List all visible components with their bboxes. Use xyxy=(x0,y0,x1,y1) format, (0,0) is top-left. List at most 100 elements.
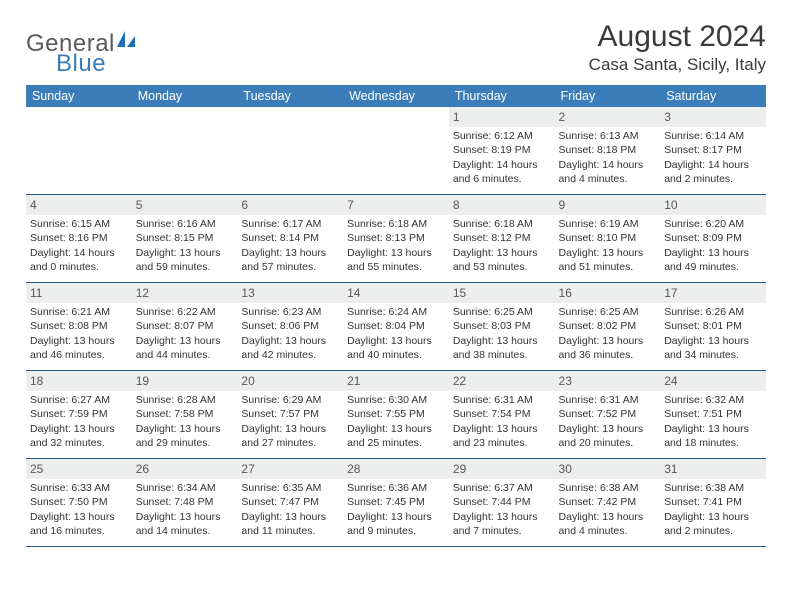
day-number: 4 xyxy=(26,195,132,215)
sunrise-line: Sunrise: 6:13 AM xyxy=(559,129,657,143)
sunrise-line: Sunrise: 6:38 AM xyxy=(664,481,762,495)
sails-icon xyxy=(115,29,137,54)
sunset-line: Sunset: 7:51 PM xyxy=(664,407,762,421)
calendar-empty-cell xyxy=(132,107,238,195)
calendar-day-cell: 15 Sunrise: 6:25 AMSunset: 8:03 PMDayligh… xyxy=(449,283,555,371)
daylight-line-2: and 32 minutes. xyxy=(30,436,128,450)
day-number: 20 xyxy=(237,371,343,391)
day-details: Sunrise: 6:12 AMSunset: 8:19 PMDaylight:… xyxy=(449,127,555,188)
day-details: Sunrise: 6:38 AMSunset: 7:41 PMDaylight:… xyxy=(660,479,766,540)
day-number: 17 xyxy=(660,283,766,303)
location: Casa Santa, Sicily, Italy xyxy=(589,55,766,75)
logo-word-blue-wrap: Blue xyxy=(56,50,106,78)
calendar-day-cell: 18Sunrise: 6:27 AMSunset: 7:59 PMDayligh… xyxy=(26,371,132,459)
daylight-line-1: Daylight: 13 hours xyxy=(241,334,339,348)
day-number: 19 xyxy=(132,371,238,391)
sunrise-line: Sunrise: 6:12 AM xyxy=(453,129,551,143)
sunset-line: Sunset: 8:15 PM xyxy=(136,231,234,245)
sunrise-line: Sunrise: 6:21 AM xyxy=(30,305,128,319)
sunrise-line: Sunrise: 6:23 AM xyxy=(241,305,339,319)
sunrise-line: Sunrise: 6:25 AM xyxy=(453,305,551,319)
calendar-day-cell: 27Sunrise: 6:35 AMSunset: 7:47 PMDayligh… xyxy=(237,459,343,547)
calendar-day-cell: 4Sunrise: 6:15 AMSunset: 8:16 PMDaylight… xyxy=(26,195,132,283)
day-details: Sunrise: 6:18 AMSunset: 8:12 PMDaylight:… xyxy=(449,215,555,276)
calendar-day-cell: 9Sunrise: 6:19 AMSunset: 8:10 PMDaylight… xyxy=(555,195,661,283)
daylight-line-2: and 49 minutes. xyxy=(664,260,762,274)
daylight-line-1: Daylight: 13 hours xyxy=(241,246,339,260)
day-details: Sunrise: 6:22 AMSunset: 8:07 PMDaylight:… xyxy=(132,303,238,364)
sunrise-line: Sunrise: 6:36 AM xyxy=(347,481,445,495)
daylight-line-2: and 40 minutes. xyxy=(347,348,445,362)
sunrise-line: Sunrise: 6:38 AM xyxy=(559,481,657,495)
day-number: 15 xyxy=(449,283,555,303)
daylight-line-1: Daylight: 13 hours xyxy=(30,334,128,348)
day-details: Sunrise: 6:15 AMSunset: 8:16 PMDaylight:… xyxy=(26,215,132,276)
day-number: 11 xyxy=(26,283,132,303)
day-details: Sunrise: 6:32 AMSunset: 7:51 PMDaylight:… xyxy=(660,391,766,452)
daylight-line-1: Daylight: 14 hours xyxy=(30,246,128,260)
calendar-body: 1Sunrise: 6:12 AMSunset: 8:19 PMDaylight… xyxy=(26,107,766,547)
day-number: 24 xyxy=(660,371,766,391)
sunset-line: Sunset: 7:57 PM xyxy=(241,407,339,421)
calendar-day-cell: 14Sunrise: 6:24 AMSunset: 8:04 PMDayligh… xyxy=(343,283,449,371)
sunset-line: Sunset: 8:03 PM xyxy=(453,319,551,333)
daylight-line-2: and 29 minutes. xyxy=(136,436,234,450)
day-number: 23 xyxy=(555,371,661,391)
daylight-line-2: and 36 minutes. xyxy=(559,348,657,362)
calendar-day-cell: 25Sunrise: 6:33 AMSunset: 7:50 PMDayligh… xyxy=(26,459,132,547)
day-header: Friday xyxy=(555,85,661,107)
daylight-line-1: Daylight: 13 hours xyxy=(241,422,339,436)
sunrise-line: Sunrise: 6:35 AM xyxy=(241,481,339,495)
calendar-day-cell: 17Sunrise: 6:26 AMSunset: 8:01 PMDayligh… xyxy=(660,283,766,371)
sunset-line: Sunset: 7:45 PM xyxy=(347,495,445,509)
sunset-line: Sunset: 8:16 PM xyxy=(30,231,128,245)
sunset-line: Sunset: 7:58 PM xyxy=(136,407,234,421)
daylight-line-2: and 0 minutes. xyxy=(30,260,128,274)
sunset-line: Sunset: 7:50 PM xyxy=(30,495,128,509)
sunset-line: Sunset: 8:19 PM xyxy=(453,143,551,157)
day-number: 1 xyxy=(449,107,555,127)
sunrise-line: Sunrise: 6:17 AM xyxy=(241,217,339,231)
sunrise-line: Sunrise: 6:30 AM xyxy=(347,393,445,407)
daylight-line-2: and 55 minutes. xyxy=(347,260,445,274)
calendar-day-cell: 1Sunrise: 6:12 AMSunset: 8:19 PMDaylight… xyxy=(449,107,555,195)
day-number: 22 xyxy=(449,371,555,391)
title-block: August 2024 Casa Santa, Sicily, Italy xyxy=(589,20,766,75)
sunset-line: Sunset: 8:08 PM xyxy=(30,319,128,333)
daylight-line-2: and 25 minutes. xyxy=(347,436,445,450)
sunrise-line: Sunrise: 6:15 AM xyxy=(30,217,128,231)
daylight-line-1: Daylight: 13 hours xyxy=(347,246,445,260)
daylight-line-1: Daylight: 13 hours xyxy=(559,510,657,524)
sunrise-line: Sunrise: 6:18 AM xyxy=(347,217,445,231)
daylight-line-2: and 42 minutes. xyxy=(241,348,339,362)
daylight-line-2: and 9 minutes. xyxy=(347,524,445,538)
calendar-empty-cell xyxy=(26,107,132,195)
daylight-line-1: Daylight: 13 hours xyxy=(30,422,128,436)
daylight-line-2: and 16 minutes. xyxy=(30,524,128,538)
daylight-line-2: and 23 minutes. xyxy=(453,436,551,450)
day-number: 12 xyxy=(132,283,238,303)
sunrise-line: Sunrise: 6:19 AM xyxy=(559,217,657,231)
sunrise-line: Sunrise: 6:29 AM xyxy=(241,393,339,407)
sunset-line: Sunset: 8:01 PM xyxy=(664,319,762,333)
day-number: 31 xyxy=(660,459,766,479)
day-details: Sunrise: 6:16 AMSunset: 8:15 PMDaylight:… xyxy=(132,215,238,276)
day-number: 7 xyxy=(343,195,449,215)
day-details: Sunrise: 6:18 AMSunset: 8:13 PMDaylight:… xyxy=(343,215,449,276)
day-details: Sunrise: 6:33 AMSunset: 7:50 PMDaylight:… xyxy=(26,479,132,540)
day-number: 30 xyxy=(555,459,661,479)
calendar-day-cell: 13Sunrise: 6:23 AMSunset: 8:06 PMDayligh… xyxy=(237,283,343,371)
daylight-line-2: and 20 minutes. xyxy=(559,436,657,450)
daylight-line-2: and 46 minutes. xyxy=(30,348,128,362)
daylight-line-1: Daylight: 13 hours xyxy=(453,334,551,348)
sunrise-line: Sunrise: 6:25 AM xyxy=(559,305,657,319)
calendar-table: SundayMondayTuesdayWednesdayThursdayFrid… xyxy=(26,85,766,547)
calendar-day-cell: 3Sunrise: 6:14 AMSunset: 8:17 PMDaylight… xyxy=(660,107,766,195)
daylight-line-2: and 38 minutes. xyxy=(453,348,551,362)
sunset-line: Sunset: 7:54 PM xyxy=(453,407,551,421)
sunrise-line: Sunrise: 6:20 AM xyxy=(664,217,762,231)
daylight-line-1: Daylight: 13 hours xyxy=(559,246,657,260)
sunset-line: Sunset: 7:48 PM xyxy=(136,495,234,509)
day-details: Sunrise: 6:27 AMSunset: 7:59 PMDaylight:… xyxy=(26,391,132,452)
calendar-empty-cell xyxy=(237,107,343,195)
